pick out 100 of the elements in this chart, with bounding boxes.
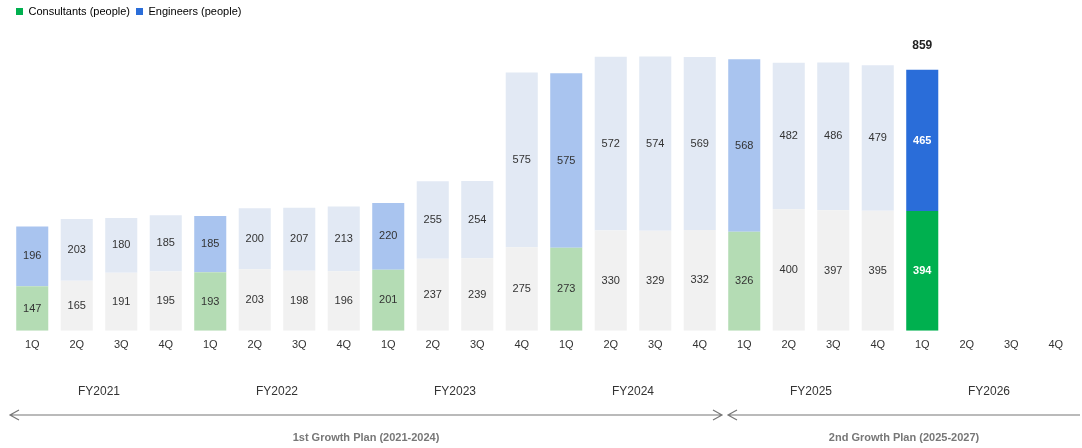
data-label: 574 (646, 136, 665, 149)
x-tick-label: 4Q (1048, 338, 1064, 351)
data-label: 326 (735, 274, 754, 287)
bar (772, 62, 805, 210)
bar (594, 230, 627, 331)
bar (372, 202, 405, 270)
x-tick-label: 3Q (291, 338, 308, 351)
bar (683, 57, 716, 230)
bar (906, 211, 939, 331)
text: FY2022 (255, 384, 299, 399)
x-tick-label: 1Q (736, 338, 753, 351)
data-label: 575 (557, 153, 576, 166)
x-tick-label: 4Q (336, 338, 352, 351)
data-label: 185 (201, 237, 220, 250)
bar (327, 271, 360, 331)
bar (728, 59, 761, 232)
data-label: 329 (646, 273, 665, 286)
data-label: 572 (601, 136, 620, 149)
data-label: 237 (423, 287, 442, 300)
data-label: 207 (290, 232, 309, 245)
data-label: 568 (735, 138, 754, 151)
data-label: 180 (112, 238, 131, 251)
bar (550, 247, 583, 331)
bar (16, 286, 49, 331)
data-label: 201 (379, 293, 398, 306)
data-label: 203 (245, 293, 264, 305)
data-label: 332 (690, 273, 709, 286)
text: FY2024 (611, 384, 655, 399)
text: 2nd Growth Plan (2025-2027) (828, 431, 980, 444)
x-tick-label: 2Q (603, 338, 619, 351)
data-label: 200 (245, 231, 264, 244)
x-tick-label: 2Q (425, 338, 441, 351)
text: FY2021 (77, 384, 121, 399)
data-label: 569 (690, 136, 709, 149)
data-label: 196 (334, 294, 353, 307)
data-label: 273 (557, 282, 576, 295)
bar (60, 219, 93, 281)
bar (505, 72, 538, 248)
x-tick-label: 1Q (914, 338, 931, 351)
data-label: 395 (868, 263, 887, 276)
x-tick-label: 4Q (514, 338, 530, 351)
data-label: 486 (824, 129, 843, 142)
total-label: 859 (912, 38, 933, 53)
bar (461, 181, 494, 259)
text: FY2023 (433, 384, 477, 399)
bar (906, 69, 939, 212)
data-label: 198 (290, 293, 309, 306)
x-tick-label: 3Q (469, 338, 486, 351)
bar (817, 62, 850, 211)
x-tick-label: 4Q (870, 338, 886, 351)
data-label: 203 (67, 242, 86, 255)
data-label: 465 (913, 133, 932, 146)
bar (416, 258, 449, 331)
data-label: 195 (156, 294, 175, 307)
x-tick-label: 1Q (202, 338, 219, 351)
text: FY2025 (789, 384, 833, 399)
data-label: 394 (913, 263, 933, 276)
data-label: 220 (379, 229, 398, 242)
data-label: 147 (23, 301, 42, 314)
bar (283, 270, 316, 331)
bar (60, 280, 93, 331)
bar (194, 272, 227, 331)
x-tick-label: 4Q (692, 338, 708, 351)
x-tick-label: 1Q (24, 338, 41, 351)
data-label: 185 (156, 236, 175, 249)
bar (16, 226, 49, 287)
data-label: 239 (468, 287, 487, 300)
legend-label: Consultants (people) (28, 4, 131, 17)
bar (639, 56, 672, 231)
data-label: 400 (779, 263, 798, 276)
bar (683, 229, 716, 331)
bar (505, 247, 538, 331)
bar (861, 210, 894, 331)
x-tick-label: 3Q (113, 338, 130, 351)
data-label: 275 (512, 282, 531, 295)
x-tick-label: 2Q (247, 338, 263, 351)
x-tick-label: 2Q (69, 338, 85, 351)
bar (461, 258, 494, 331)
x-tick-label: 3Q (647, 338, 664, 351)
data-label: 213 (334, 231, 353, 244)
data-label: 479 (868, 131, 887, 144)
x-tick-label: 3Q (1003, 338, 1020, 351)
data-label: 165 (67, 298, 86, 311)
text: FY2026 (967, 384, 1011, 399)
data-label: 193 (201, 294, 220, 307)
data-label: 482 (779, 129, 798, 142)
data-label: 254 (468, 212, 487, 225)
bar (238, 208, 271, 270)
text: 1st Growth Plan (2021-2024) (292, 431, 440, 444)
data-label: 191 (112, 294, 131, 307)
bar (194, 215, 227, 273)
legend-label: Engineers (people) (148, 4, 242, 17)
x-tick-label: 3Q (825, 338, 842, 351)
bar (149, 215, 182, 272)
bar (283, 207, 316, 271)
bar (639, 230, 672, 331)
bar (416, 181, 449, 259)
data-label: 255 (423, 213, 442, 226)
bar (772, 209, 805, 331)
x-tick-label: 4Q (158, 338, 174, 351)
